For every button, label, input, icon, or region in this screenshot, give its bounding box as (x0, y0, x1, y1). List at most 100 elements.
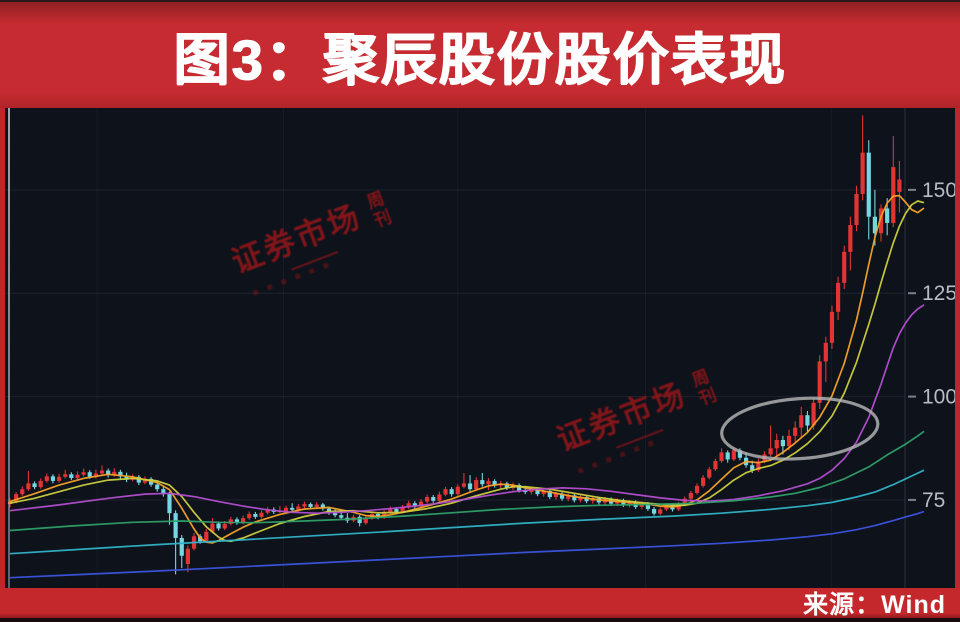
candle-body (480, 480, 485, 485)
candle-body (860, 152, 865, 194)
candle-body (247, 513, 252, 519)
candle-body (320, 504, 325, 509)
candle-body (388, 509, 393, 513)
candle-body (363, 518, 368, 524)
candle-body (26, 483, 31, 490)
candle-body (559, 493, 565, 499)
candle-body (283, 507, 289, 512)
candle-body (737, 450, 743, 458)
candle-body (155, 484, 160, 490)
candle-body (486, 480, 491, 485)
candle-body (32, 483, 37, 488)
candle-body (584, 497, 589, 502)
candle-body (780, 439, 785, 447)
candle-body (694, 485, 700, 493)
candle-body (842, 251, 847, 283)
chart-canvas: 150 125 100 75 (5, 108, 955, 588)
candle-body (296, 506, 301, 510)
candle-body (314, 504, 319, 507)
candle-body (265, 509, 270, 513)
candle-body (63, 474, 68, 477)
candle-body (222, 523, 227, 529)
candle-body (651, 509, 657, 514)
candle-body (572, 495, 577, 501)
candle-body (44, 476, 49, 481)
candle-body (547, 490, 552, 498)
candle-body (112, 471, 117, 476)
candle-body (394, 509, 399, 512)
candle-body (81, 472, 86, 475)
candle-body (823, 342, 828, 362)
candle-body (517, 485, 522, 491)
candle-body (578, 497, 583, 501)
candle-body (308, 504, 313, 507)
candle-body (566, 495, 571, 499)
candle-body (449, 489, 454, 495)
candle-body (872, 216, 877, 234)
candle-body (701, 477, 706, 486)
candle-body (185, 548, 190, 565)
candle-body (106, 470, 111, 476)
footer-bar: 来源：Wind (0, 588, 960, 622)
candle-body (541, 490, 546, 495)
candle-body (891, 167, 896, 223)
candle-body (173, 513, 178, 538)
candle-body (805, 415, 810, 426)
candle-body (835, 282, 841, 312)
candle-body (234, 519, 240, 523)
candle-body (553, 493, 559, 498)
candle-body (339, 515, 344, 518)
candle-body (38, 480, 43, 488)
candle-body (179, 537, 184, 556)
candle-body (461, 483, 467, 487)
candlestick-chart: 150 125 100 75 证券市场 周刊 证券市场 周刊 (5, 108, 955, 588)
candle-body (897, 179, 902, 192)
candle-body (731, 450, 736, 460)
candle-body (357, 516, 362, 524)
candle-body (866, 152, 871, 217)
chart-left-edge-line (8, 108, 10, 588)
candle-body (204, 531, 209, 542)
candle-body (240, 518, 246, 523)
candle-body (161, 489, 166, 495)
candle-body (167, 494, 172, 514)
candle-body (437, 494, 442, 501)
candle-body (829, 311, 835, 343)
ma-line-mid-magenta (9, 304, 925, 515)
candles (7, 115, 902, 575)
candle-body (75, 474, 80, 479)
candle-body (259, 512, 264, 517)
candle-body (333, 512, 338, 516)
candle-body (658, 509, 663, 514)
candle-body (799, 415, 804, 428)
candle-body (756, 461, 761, 471)
source-label: 来源：Wind (803, 591, 946, 619)
candle-body (713, 461, 718, 470)
candle-body (20, 489, 25, 495)
y-axis-tick-label: 100 (922, 386, 955, 409)
candle-body (878, 208, 884, 234)
candle-body (774, 439, 779, 449)
candle-body (467, 483, 473, 490)
candle-body (535, 488, 540, 495)
candle-body (406, 503, 411, 508)
candle-body (118, 471, 123, 477)
candle-body (412, 503, 417, 507)
candle-body (302, 504, 307, 507)
candle-body (645, 503, 651, 510)
candle-body (725, 452, 730, 460)
y-axis-tick-label: 125 (922, 282, 955, 305)
candle-body (627, 502, 632, 505)
candle-body (848, 225, 853, 252)
candle-body (455, 486, 460, 495)
candle-body (443, 489, 448, 495)
candle-body (793, 427, 798, 436)
candle-body (425, 497, 430, 502)
candle-body (786, 435, 792, 447)
candle-body (14, 494, 19, 502)
candle-body (811, 402, 816, 426)
candle-body (56, 476, 62, 481)
candle-body (99, 470, 105, 474)
candle-body (216, 523, 221, 529)
